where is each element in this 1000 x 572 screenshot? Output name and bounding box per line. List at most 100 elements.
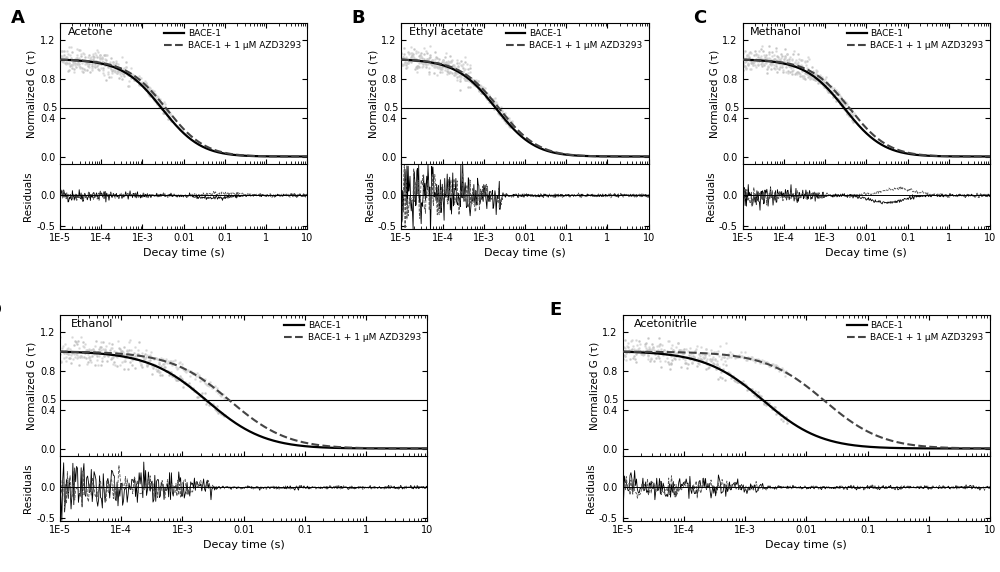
BACE-1 + 1 μM AZD3293 <box>199 378 211 385</box>
Y-axis label: Residuals: Residuals <box>365 172 375 221</box>
Line: BACE-1 + 1 μM AZD3293: BACE-1 + 1 μM AZD3293 <box>60 352 427 448</box>
BACE-1 + 1 μM AZD3293 <box>882 436 894 443</box>
BACE-1 <box>233 152 245 159</box>
BACE-1 + 1 μM AZD3293 <box>54 56 66 63</box>
BACE-1 + 1 μM AZD3293 <box>493 105 505 112</box>
BACE-1 <box>234 152 246 159</box>
Line: BACE-1: BACE-1 <box>60 352 427 448</box>
BACE-1 + 1 μM AZD3293 <box>98 349 110 356</box>
Line: BACE-1 + 1 μM AZD3293: BACE-1 + 1 μM AZD3293 <box>623 352 990 448</box>
X-axis label: Decay time (s): Decay time (s) <box>825 248 907 257</box>
Text: B: B <box>352 9 365 27</box>
Text: 0.5: 0.5 <box>42 103 58 113</box>
BACE-1 <box>643 153 655 160</box>
BACE-1 <box>916 152 928 159</box>
BACE-1 + 1 μM AZD3293 <box>233 152 245 158</box>
BACE-1 <box>152 100 164 107</box>
BACE-1 + 1 μM AZD3293 <box>395 56 407 63</box>
BACE-1 <box>736 380 748 387</box>
BACE-1 + 1 μM AZD3293 <box>301 153 313 160</box>
BACE-1 <box>617 348 629 355</box>
Text: C: C <box>693 9 706 27</box>
Text: 0.5: 0.5 <box>604 395 619 405</box>
BACE-1 <box>98 351 110 358</box>
Y-axis label: Normalized G (τ): Normalized G (τ) <box>710 49 720 138</box>
Text: Methanol: Methanol <box>750 27 802 37</box>
BACE-1 <box>817 81 829 88</box>
BACE-1 <box>915 152 927 159</box>
Y-axis label: Residuals: Residuals <box>586 463 596 513</box>
BACE-1 + 1 μM AZD3293 <box>285 435 297 442</box>
BACE-1 <box>395 56 407 63</box>
BACE-1 + 1 μM AZD3293 <box>174 363 186 370</box>
BACE-1 + 1 μM AZD3293 <box>210 147 222 154</box>
BACE-1 <box>135 81 147 88</box>
Y-axis label: Residuals: Residuals <box>23 172 33 221</box>
BACE-1 + 1 μM AZD3293 <box>476 85 488 92</box>
BACE-1 + 1 μM AZD3293 <box>984 153 996 160</box>
BACE-1 <box>199 396 211 403</box>
Y-axis label: Normalized G (τ): Normalized G (τ) <box>27 49 37 138</box>
BACE-1 <box>425 59 437 66</box>
Legend: BACE-1, BACE-1 + 1 μM AZD3293: BACE-1, BACE-1 + 1 μM AZD3293 <box>502 26 646 54</box>
Line: BACE-1 + 1 μM AZD3293: BACE-1 + 1 μM AZD3293 <box>743 59 990 157</box>
X-axis label: Decay time (s): Decay time (s) <box>765 539 847 550</box>
BACE-1 <box>575 152 587 159</box>
Legend: BACE-1, BACE-1 + 1 μM AZD3293: BACE-1, BACE-1 + 1 μM AZD3293 <box>843 317 987 345</box>
BACE-1 + 1 μM AZD3293 <box>835 94 847 101</box>
BACE-1 <box>321 444 333 451</box>
X-axis label: Decay time (s): Decay time (s) <box>203 539 285 550</box>
X-axis label: Decay time (s): Decay time (s) <box>143 248 225 257</box>
BACE-1 + 1 μM AZD3293 <box>762 361 774 368</box>
BACE-1 + 1 μM AZD3293 <box>321 443 333 450</box>
Line: BACE-1 + 1 μM AZD3293: BACE-1 + 1 μM AZD3293 <box>60 59 307 157</box>
Line: BACE-1: BACE-1 <box>60 59 307 157</box>
BACE-1 <box>54 56 66 63</box>
Y-axis label: Residuals: Residuals <box>23 463 33 513</box>
BACE-1 + 1 μM AZD3293 <box>135 77 147 84</box>
BACE-1 <box>766 58 778 65</box>
Legend: BACE-1, BACE-1 + 1 μM AZD3293: BACE-1, BACE-1 + 1 μM AZD3293 <box>161 26 305 54</box>
BACE-1 <box>319 444 331 451</box>
BACE-1 + 1 μM AZD3293 <box>643 153 655 160</box>
X-axis label: Decay time (s): Decay time (s) <box>484 248 566 257</box>
BACE-1 + 1 μM AZD3293 <box>892 146 904 153</box>
BACE-1 <box>493 109 505 116</box>
Y-axis label: Normalized G (τ): Normalized G (τ) <box>590 341 600 430</box>
BACE-1 + 1 μM AZD3293 <box>617 348 629 355</box>
BACE-1 <box>882 444 894 451</box>
Legend: BACE-1, BACE-1 + 1 μM AZD3293: BACE-1, BACE-1 + 1 μM AZD3293 <box>281 317 425 345</box>
Text: 0.5: 0.5 <box>41 395 56 405</box>
BACE-1 <box>892 148 904 155</box>
Line: BACE-1 + 1 μM AZD3293: BACE-1 + 1 μM AZD3293 <box>401 59 649 157</box>
BACE-1 <box>54 348 66 355</box>
BACE-1 <box>574 152 586 159</box>
Y-axis label: Residuals: Residuals <box>706 172 716 221</box>
BACE-1 <box>285 441 297 448</box>
BACE-1 + 1 μM AZD3293 <box>766 58 778 65</box>
BACE-1 <box>835 100 847 107</box>
BACE-1 + 1 μM AZD3293 <box>421 445 433 452</box>
Line: BACE-1: BACE-1 <box>401 59 649 157</box>
BACE-1 <box>762 401 774 408</box>
Text: 0.5: 0.5 <box>383 103 399 113</box>
Y-axis label: Normalized G (τ): Normalized G (τ) <box>27 341 37 430</box>
BACE-1 + 1 μM AZD3293 <box>661 348 673 355</box>
BACE-1 + 1 μM AZD3293 <box>884 437 896 444</box>
BACE-1 <box>984 445 996 452</box>
Text: 0.5: 0.5 <box>725 103 740 113</box>
BACE-1 <box>476 88 488 95</box>
BACE-1 <box>848 442 860 448</box>
BACE-1 <box>984 153 996 160</box>
BACE-1 <box>210 148 222 155</box>
BACE-1 + 1 μM AZD3293 <box>737 56 749 63</box>
BACE-1 + 1 μM AZD3293 <box>234 152 246 158</box>
Text: E: E <box>549 301 561 319</box>
BACE-1 <box>661 351 673 358</box>
BACE-1 + 1 μM AZD3293 <box>84 58 96 65</box>
BACE-1 + 1 μM AZD3293 <box>575 152 587 159</box>
Line: BACE-1: BACE-1 <box>743 59 990 157</box>
BACE-1 + 1 μM AZD3293 <box>817 77 829 84</box>
BACE-1 + 1 μM AZD3293 <box>425 59 437 66</box>
BACE-1 <box>174 376 186 383</box>
